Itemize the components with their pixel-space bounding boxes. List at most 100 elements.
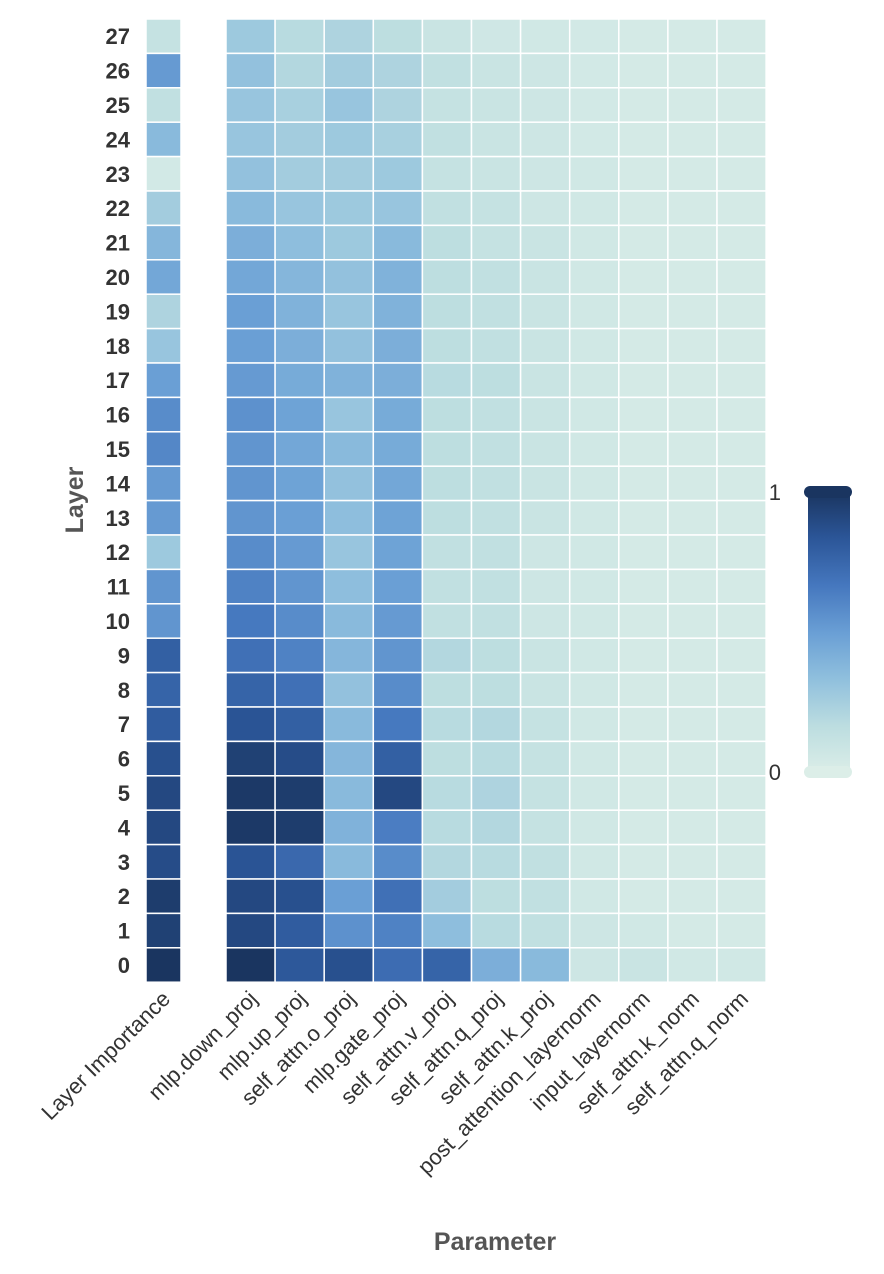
heatmap-cell xyxy=(225,327,276,364)
heatmap-cell xyxy=(667,18,718,55)
y-tick-label: 13 xyxy=(106,506,130,531)
heatmap-cell xyxy=(372,259,424,295)
heatmap-cell xyxy=(274,809,325,846)
heatmap-cell xyxy=(716,224,767,261)
heatmap-cell xyxy=(716,843,767,880)
heatmap-cell xyxy=(519,534,571,571)
heatmap-cell xyxy=(470,396,522,433)
heatmap-cell xyxy=(618,637,669,674)
heatmap-cell xyxy=(667,775,718,811)
heatmap-cell xyxy=(568,327,620,364)
y-tick-labels: 2726252423222120191817161514131211109876… xyxy=(106,24,131,978)
heatmap-cell xyxy=(225,947,276,983)
heatmap-cell xyxy=(372,121,424,158)
heatmap-cell xyxy=(667,534,718,571)
heatmap-cell xyxy=(372,18,424,55)
heatmap-cell xyxy=(716,465,767,502)
heatmap-cell xyxy=(421,155,473,192)
heatmap-cell xyxy=(372,327,424,364)
heatmap-cell xyxy=(667,190,718,227)
heatmap-cell xyxy=(716,568,767,605)
heatmap-cell xyxy=(372,224,424,261)
heatmap-cell xyxy=(274,87,325,123)
heatmap-cell xyxy=(519,155,571,192)
importance-cell-layer-27 xyxy=(145,18,182,55)
importance-cell-layer-19 xyxy=(145,293,182,330)
heatmap-cell xyxy=(323,465,375,502)
heatmap-cell xyxy=(225,740,276,777)
heatmap-cell xyxy=(470,190,522,227)
heatmap-cell xyxy=(568,706,620,743)
heatmap-cell xyxy=(323,293,375,330)
heatmap-cell xyxy=(519,603,571,639)
heatmap-cell xyxy=(372,843,424,880)
heatmap-cell xyxy=(470,947,522,983)
heatmap-cell xyxy=(421,706,473,743)
heatmap-cell xyxy=(274,259,325,295)
heatmap-cell xyxy=(421,87,473,123)
heatmap-cell xyxy=(274,947,325,983)
colorbar: 1 0 xyxy=(769,480,852,785)
heatmap-cell xyxy=(274,465,325,502)
heatmap-cell xyxy=(618,155,669,192)
importance-cell-layer-15 xyxy=(145,431,182,467)
y-tick-label: 26 xyxy=(106,59,130,84)
heatmap-cell xyxy=(519,293,571,330)
heatmap-cell xyxy=(519,87,571,123)
heatmap-cell xyxy=(372,396,424,433)
heatmap-cell xyxy=(667,224,718,261)
heatmap-cell xyxy=(372,809,424,846)
heatmap-cell xyxy=(716,431,767,467)
heatmap-cell xyxy=(323,740,375,777)
heatmap-cell xyxy=(470,775,522,811)
importance-cell-layer-7 xyxy=(145,706,182,743)
heatmap-cell xyxy=(618,121,669,158)
heatmap-cell xyxy=(470,293,522,330)
heatmap-cell xyxy=(568,121,620,158)
heatmap-cell xyxy=(274,431,325,467)
heatmap-cell xyxy=(667,362,718,399)
heatmap-cell xyxy=(225,775,276,811)
heatmap-cell xyxy=(323,259,375,295)
heatmap-cell xyxy=(519,18,571,55)
y-tick-label: 12 xyxy=(106,540,130,565)
y-tick-label: 1 xyxy=(118,919,130,944)
heatmap-cell xyxy=(470,121,522,158)
heatmap-cell xyxy=(421,534,473,571)
heatmap-cell xyxy=(618,603,669,639)
importance-column xyxy=(145,18,182,983)
heatmap-cell xyxy=(519,912,571,949)
heatmap-cell xyxy=(667,637,718,674)
y-tick-label: 19 xyxy=(106,299,130,324)
heatmap-cell xyxy=(716,259,767,295)
y-tick-label: 9 xyxy=(118,643,130,668)
heatmap-cell xyxy=(225,190,276,227)
heatmap-cell xyxy=(716,740,767,777)
heatmap-cell xyxy=(470,259,522,295)
heatmap-cell xyxy=(225,637,276,674)
heatmap-cell xyxy=(274,637,325,674)
importance-cell-layer-25 xyxy=(145,87,182,123)
heatmap-cell xyxy=(519,740,571,777)
heatmap-cell xyxy=(372,568,424,605)
heatmap-cell xyxy=(372,293,424,330)
y-tick-label: 6 xyxy=(118,747,130,772)
heatmap-cell xyxy=(519,224,571,261)
heatmap-cell xyxy=(274,775,325,811)
heatmap-cell xyxy=(618,534,669,571)
heatmap-cell xyxy=(519,190,571,227)
heatmap-cell xyxy=(372,706,424,743)
heatmap-cell xyxy=(421,293,473,330)
heatmap-cell xyxy=(323,87,375,123)
heatmap-cell xyxy=(568,637,620,674)
heatmap-cell xyxy=(667,740,718,777)
importance-cell-layer-11 xyxy=(145,568,182,605)
heatmap-cell xyxy=(519,259,571,295)
importance-cell-layer-12 xyxy=(145,534,182,571)
heatmap-cell xyxy=(568,499,620,536)
heatmap-cell xyxy=(421,259,473,295)
heatmap-cell xyxy=(421,18,473,55)
heatmap-cell xyxy=(519,431,571,467)
heatmap-cell xyxy=(421,362,473,399)
heatmap-cell xyxy=(274,293,325,330)
